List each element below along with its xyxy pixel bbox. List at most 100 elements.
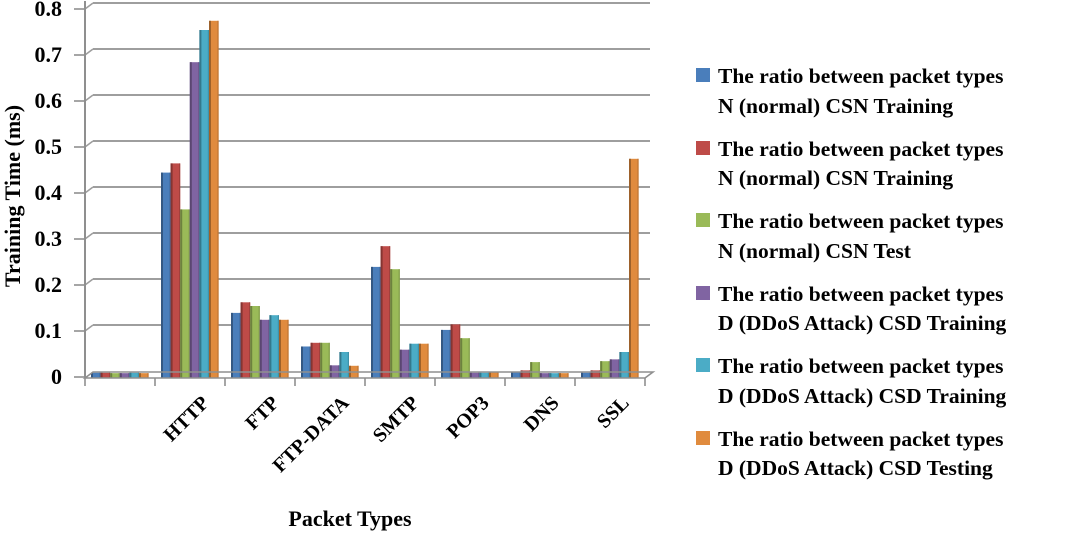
bar-shadow-edge [399, 349, 402, 378]
bar-shadow-edge [549, 373, 552, 378]
bar-shadow-edge [609, 359, 612, 378]
bar-shadow-edge [259, 319, 262, 378]
y-tick-label: 0.1 [34, 318, 63, 343]
bar [489, 372, 499, 378]
bar [450, 324, 461, 378]
bar [629, 158, 639, 378]
bar [91, 372, 101, 378]
legend-label-line: The ratio between packet types [718, 64, 1004, 88]
bar-shade-edge [109, 372, 111, 378]
bar-shade-edge [589, 372, 591, 378]
bar-shade-edge [309, 346, 311, 378]
legend-label-line: N (normal) CSN Training [718, 166, 954, 190]
bar-shadow-edge [119, 373, 122, 378]
bar [479, 372, 489, 378]
bar [339, 352, 349, 378]
bar-shade-edge [637, 158, 639, 378]
bar-shadow-edge [161, 172, 163, 378]
bar [390, 269, 400, 378]
bar-shade-edge [618, 359, 620, 378]
bar [441, 329, 451, 378]
legend-label-line: N (normal) CSN Test [718, 238, 911, 263]
bar-shade-edge [538, 362, 540, 378]
bar-shade-edge [179, 163, 181, 378]
bar-shadow-edge [581, 372, 583, 378]
bar [539, 373, 550, 378]
bar-shadow-edge [409, 343, 412, 378]
y-tick-label: 0.4 [34, 180, 63, 205]
y-tick-label: 0 [51, 364, 62, 389]
bar-shade-edge [379, 266, 381, 378]
gridline-diagonal [84, 2, 94, 10]
bar-shade-edge [99, 372, 101, 378]
bar [180, 209, 190, 378]
bar-shade-edge [249, 302, 251, 378]
bar-shade-edge [347, 352, 349, 378]
bar-shadow-edge [129, 372, 132, 378]
legend-label: The ratio between packet types N (normal)… [718, 62, 1003, 121]
legend-swatch [696, 358, 710, 372]
bar-shade-edge [268, 319, 270, 378]
bar [320, 342, 330, 378]
bar-shade-edge [449, 329, 451, 378]
y-tick-label: 0.7 [34, 42, 63, 67]
bar-shade-edge [567, 373, 569, 378]
bar-shade-edge [408, 349, 410, 378]
bar [600, 361, 610, 378]
bar-shade-edge [548, 373, 550, 378]
bar-shade-edge [468, 338, 470, 378]
bar [590, 370, 601, 378]
bar-shadow-edge [479, 372, 482, 378]
bar [231, 312, 241, 378]
bar-shade-edge [459, 324, 461, 378]
bar-shadow-edge [189, 62, 192, 378]
legend-label: The ratio between packet types D (DDoS At… [718, 425, 1003, 484]
legend-label-line: N (normal) CSN Training [718, 93, 954, 118]
bar [511, 371, 521, 378]
bar [419, 343, 429, 378]
gridline-diagonal [84, 140, 94, 148]
bar-shadow-edge [489, 372, 491, 378]
bar [100, 372, 111, 378]
bar-shade-edge [207, 30, 209, 378]
bar-shade-edge [529, 370, 531, 378]
y-tick-label: 0.8 [34, 0, 63, 21]
bar-shade-edge [169, 172, 171, 378]
bar-shadow-edge [250, 306, 253, 378]
bar-shadow-edge [469, 372, 472, 378]
bar [371, 266, 381, 378]
bar [549, 373, 559, 378]
bar-shade-edge [328, 342, 330, 378]
bar-shadow-edge [110, 373, 113, 378]
gridline-diagonal [84, 186, 94, 194]
legend-label: The ratio between packet types D (DDoS At… [718, 280, 1006, 339]
bar-shadow-edge [619, 352, 622, 378]
bar-shadow-edge [441, 329, 443, 378]
bar-shadow-edge [511, 371, 513, 378]
bar-shadow-edge [539, 373, 542, 378]
bar [530, 362, 540, 378]
bar-shade-edge [398, 269, 400, 378]
bar [609, 359, 620, 378]
bar [161, 172, 171, 378]
y-tick-label: 0.6 [34, 88, 63, 113]
bar [250, 306, 260, 378]
bar-shade-edge [417, 343, 419, 378]
legend-label-line: The ratio between packet types [718, 281, 1004, 306]
bar [139, 373, 149, 378]
bar-shade-edge [519, 371, 521, 378]
legend-label: The ratio between packet types N (normal)… [718, 135, 1003, 194]
legend-swatch [696, 285, 710, 300]
bar-shadow-edge [139, 373, 141, 378]
bar [170, 163, 181, 378]
bar [119, 373, 130, 378]
bar [619, 352, 629, 378]
gridline-diagonal [84, 48, 94, 56]
bar-shadow-edge [590, 370, 593, 378]
legend-label-line: D (DDoS Attack) CSD Training [718, 311, 1007, 335]
bar-shadow-edge [240, 302, 243, 378]
bar [520, 370, 531, 378]
bar-shadow-edge [180, 209, 183, 378]
bar-shadow-edge [100, 372, 103, 378]
